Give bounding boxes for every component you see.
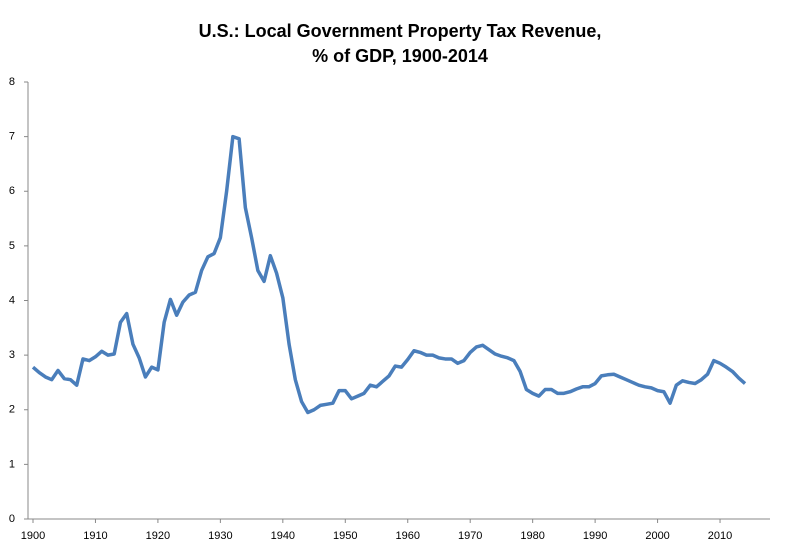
y-tick-label: 6 bbox=[9, 185, 15, 197]
chart-title: U.S.: Local Government Property Tax Reve… bbox=[199, 21, 602, 41]
y-tick-label: 7 bbox=[9, 131, 15, 143]
x-tick-label: 1910 bbox=[83, 530, 107, 542]
x-tick-label: 1940 bbox=[271, 530, 295, 542]
x-tick-label: 2010 bbox=[708, 530, 732, 542]
x-tick-label: 1900 bbox=[21, 530, 45, 542]
y-tick-label: 8 bbox=[9, 76, 15, 88]
x-tick-label: 1930 bbox=[208, 530, 232, 542]
x-tick-label: 1950 bbox=[333, 530, 357, 542]
x-tick-label: 1990 bbox=[583, 530, 607, 542]
y-tick-label: 0 bbox=[9, 513, 15, 525]
x-tick-label: 1970 bbox=[458, 530, 482, 542]
y-tick-label: 1 bbox=[9, 458, 15, 470]
chart-title: % of GDP, 1900-2014 bbox=[312, 46, 488, 66]
y-tick-label: 3 bbox=[9, 349, 15, 361]
x-tick-label: 1920 bbox=[146, 530, 170, 542]
y-tick-label: 4 bbox=[9, 294, 15, 306]
y-tick-label: 2 bbox=[9, 404, 15, 416]
x-tick-label: 1960 bbox=[396, 530, 420, 542]
y-tick-label: 5 bbox=[9, 240, 15, 252]
line-series bbox=[31, 134, 747, 415]
x-tick-label: 1980 bbox=[520, 530, 544, 542]
x-tick-label: 2000 bbox=[645, 530, 669, 542]
